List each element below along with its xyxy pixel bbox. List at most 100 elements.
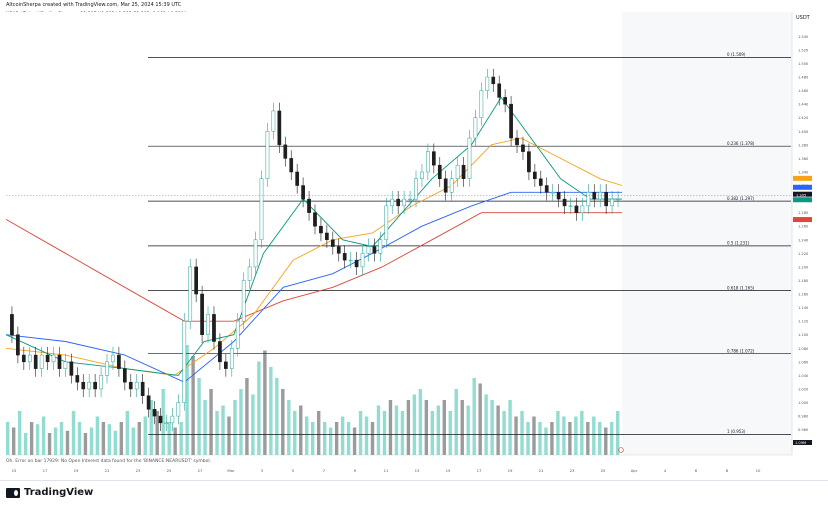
candle-body [259,178,264,241]
y-tick-label: 1.440 [798,103,809,107]
y-tick-label: 1.240 [798,238,809,242]
candle-body [182,320,187,403]
x-tick-label: 19 [74,468,79,473]
currency-label: USDT [796,15,810,21]
candle-body [414,178,418,200]
candle-body [408,198,412,201]
x-tick-label: 11 [384,468,389,473]
candle-body [443,178,448,193]
candle-body [568,205,573,207]
candle-body [241,280,246,322]
x-tick-label: 21 [105,468,110,473]
fib-level-label: 0.786 (1.072) [727,349,755,354]
x-tick-label: 6 [695,468,698,473]
error-message: Oh. Error on bar 17929: No Open Interest… [6,459,212,464]
volume-bar [197,378,201,455]
volume-bar [454,389,458,455]
volume-bar [221,405,225,455]
volume-bar [472,378,476,455]
volume-bar [191,356,195,455]
y-tick-label: 1.200 [798,265,809,269]
candle-body [527,151,531,173]
volume-bar [580,411,584,455]
y-tick-label: 1.280 [798,211,809,215]
ema25-line [5,96,622,376]
volume-bar [227,416,231,455]
candle-body [45,354,50,363]
candle-body [117,354,121,369]
volume-bar [568,422,572,455]
volume-bar [179,422,183,455]
volume-bar [59,422,64,455]
candle-body [158,415,163,424]
volume-bar [11,427,16,455]
candle-body [200,293,204,335]
candle-body [152,409,157,417]
candle-body [307,198,311,213]
volume-bar [251,394,255,455]
volume-bar [484,394,488,455]
candle-body [51,354,56,363]
candle-body [604,192,609,207]
x-tick-label: 10 [756,468,761,473]
fib-level-label: 0.618 (1.165) [727,285,755,290]
volume-bar [430,411,435,455]
volume-bar [95,416,100,455]
volume-bar [119,422,124,455]
candle-body [283,144,288,159]
x-tick-label: 17 [477,468,482,473]
volume-bar [29,422,34,455]
volume-bar [394,405,399,455]
volume-bar [328,427,333,455]
candle-body [319,225,323,234]
volume-bar [526,422,530,455]
candle-body [384,205,389,241]
x-tick-label: 23 [136,468,141,473]
volume-bar [113,430,118,455]
x-tick-label: 4 [664,468,667,473]
volume-bar [269,367,273,455]
candle-body [93,381,97,390]
volume-bar [412,394,417,455]
tradingview-brand: TradingView [6,487,93,498]
brand-label: TradingView [24,487,94,498]
candle-body [146,395,151,410]
volume-bar [382,411,387,455]
candle-body [57,354,62,369]
volume-bar [245,378,249,455]
volume-bar [418,389,423,455]
volume-bar [41,416,46,455]
price-chart[interactable]: 1.540 1.520 1.500 1.480 1.460 1.440 1.420 1.400… [0,0,828,480]
volume-bar [305,416,309,455]
volume-bar [442,400,446,455]
x-tick-label: 9 [354,468,357,473]
price-badge [793,217,812,223]
candle-body [105,361,109,376]
volume-bar [125,411,130,455]
volume-bar [346,422,351,455]
volume-bar [544,427,548,455]
candle-body [390,198,395,207]
candle-body [218,341,222,363]
candle-body [366,246,371,254]
volume-bar [574,416,578,455]
candle-body [616,198,620,201]
volume-bar [448,411,452,455]
candle-body [479,90,484,118]
candle-body [426,151,430,173]
y-tick-label: 1.360 [798,157,809,161]
volume-bar [131,427,135,455]
x-tick-label: 23 [570,468,575,473]
candle-body [75,375,80,383]
error-marker-icon [618,447,624,453]
candle-body [16,334,20,356]
volume-bar [287,400,291,455]
volume-bar [358,411,363,455]
volume-bar [281,389,285,455]
candle-body [372,246,377,254]
candle-body [348,259,353,262]
candle-body [580,205,585,213]
volume-bar [490,400,494,455]
volume-bar [334,422,339,455]
volume-bar [71,411,76,455]
